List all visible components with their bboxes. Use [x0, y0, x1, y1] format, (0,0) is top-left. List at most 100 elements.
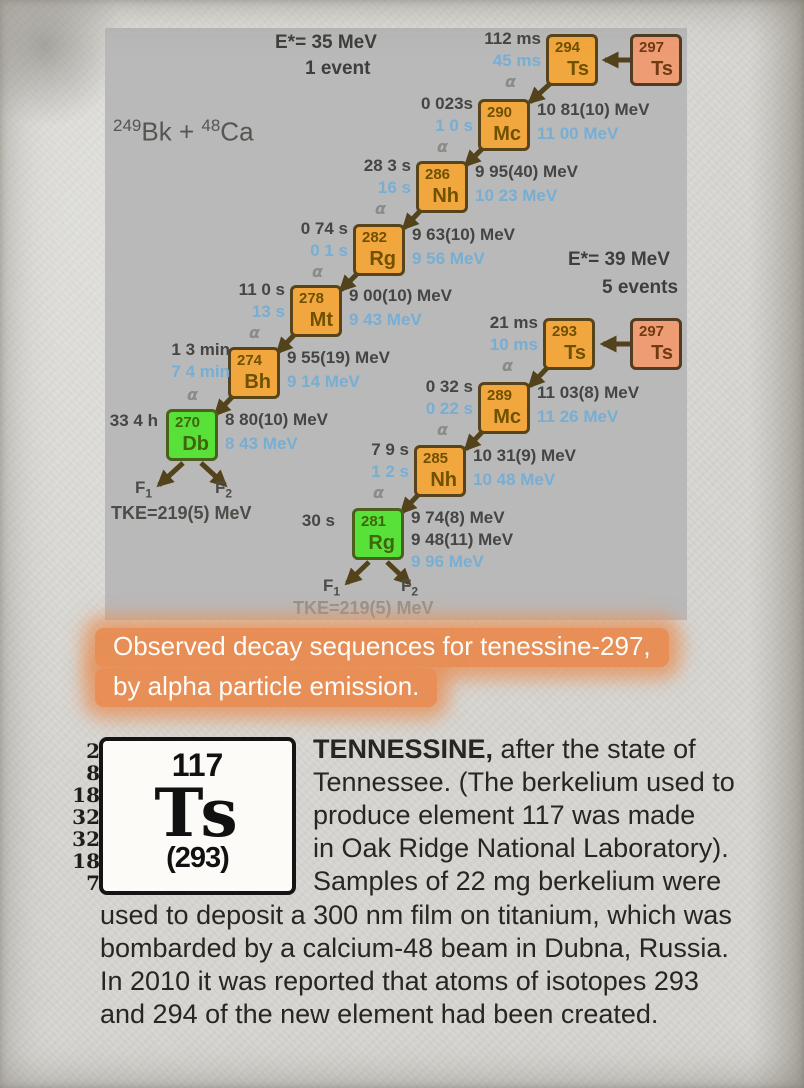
alpha-energy-predicted: 10 23 MeV [475, 186, 558, 205]
f-subscript: 2 [225, 486, 233, 501]
decay-diagram-panel: E*= 35 MeV 1 event E*= 39 MeV 5 events 2… [105, 28, 687, 620]
electron-shell-counts: 2 8 18 32 32 18 7 [62, 740, 100, 894]
alpha-energy-predicted: 9 14 MeV [287, 372, 360, 391]
isotope-box-bh-274: 274 Bh [228, 347, 280, 399]
caption-line-1: Observed decay sequences for tenessine-2… [95, 628, 669, 667]
mass-number: 293 [552, 323, 578, 340]
alpha-energy-measured: 8 80(10) MeV [225, 410, 328, 429]
paragraph-line: bombarded by a calcium-48 beam in Dubna,… [100, 933, 729, 963]
projectile-mass-superscript: 48 [201, 116, 221, 135]
alpha-energy-measured: 9 00(10) MeV [349, 286, 452, 305]
mass-number: 281 [361, 513, 387, 530]
element-symbol: Mc [493, 406, 521, 428]
f-letter: F [401, 576, 412, 595]
shell-count: 2 [86, 739, 100, 763]
paragraph-lead-line: TENNESSINE, after the state of [313, 733, 735, 766]
paragraph-line: and 294 of the new element had been crea… [100, 999, 659, 1029]
alpha-decay-icon: α [249, 323, 260, 342]
mass-number: 286 [425, 166, 451, 183]
mass-number: 278 [299, 290, 325, 307]
tke-label-chain2: TKE=219(5) MeV [293, 598, 434, 618]
atomic-mass: (293) [166, 842, 230, 874]
atomic-number: 117 [171, 747, 224, 783]
paragraph-line: In 2010 it was reported that atoms of is… [100, 966, 699, 996]
half-life-measured: 1 3 min [171, 340, 230, 359]
paragraph-right-block: TENNESSINE, after the state of Tennessee… [313, 733, 735, 898]
alpha-energy-predicted: 9 56 MeV [412, 249, 485, 268]
alpha-energy-measured: 9 63(10) MeV [412, 225, 515, 244]
alpha-energy-measured: 9 74(8) MeV [411, 508, 505, 527]
isotope-box-rg-282: 282 Rg [353, 224, 405, 276]
fission-fragment-label-f2: F2 [215, 478, 232, 500]
plus-sign: + [178, 116, 195, 147]
half-life-predicted: 7 4 min [171, 362, 230, 381]
f-subscript: 2 [411, 584, 419, 599]
element-symbol: Ts [567, 58, 589, 80]
shell-count: 8 [86, 761, 100, 785]
f-subscript: 1 [333, 584, 341, 599]
element-symbol: Rg [368, 532, 395, 554]
f-letter: F [323, 576, 334, 595]
alpha-energy-measured: 9 95(40) MeV [475, 162, 578, 181]
shell-count: 32 [72, 805, 100, 829]
half-life-measured: 33 4 h [109, 411, 158, 430]
element-symbol: Ts [651, 342, 673, 364]
f-letter: F [215, 478, 226, 497]
paragraph-line: in Oak Ridge National Laboratory). [313, 833, 729, 863]
reaction-label: 249Bk + 48Ca [113, 116, 254, 148]
alpha-decay-icon: α [505, 72, 516, 91]
alpha-decay-icon: α [373, 483, 384, 502]
chain2-energy-label: E*= 39 MeV [568, 249, 670, 270]
alpha-energy-predicted: 8 43 MeV [225, 434, 298, 453]
half-life-measured: 30 s [301, 511, 335, 530]
element-symbol: Db [182, 433, 209, 455]
half-life-measured: 28 3 s [363, 156, 411, 175]
chain1-events-label: 1 event [305, 58, 371, 79]
paragraph-lead-rest: after the state of [493, 734, 696, 764]
alpha-energy-predicted: 11 00 MeV [537, 124, 619, 143]
isotope-box-db-270: 270 Db [166, 409, 218, 461]
element-symbol-large: Ts [154, 774, 241, 852]
mass-number: 297 [639, 39, 665, 56]
shell-count: 7 [86, 871, 100, 895]
isotope-box-mt-278: 278 Mt [290, 285, 342, 337]
alpha-energy-measured: 10 81(10) MeV [537, 100, 650, 119]
caption-highlight: Observed decay sequences for tenessine-2… [95, 628, 669, 707]
half-life-predicted: 13 s [251, 302, 285, 321]
projectile-symbol: Ca [220, 116, 254, 147]
mass-number: 290 [487, 104, 513, 121]
element-symbol: Ts [564, 342, 586, 364]
alpha-decay-icon: α [502, 356, 513, 375]
shell-count: 18 [72, 849, 100, 873]
mass-number: 282 [362, 229, 388, 246]
half-life-measured: 7 9 s [371, 440, 409, 459]
alpha-energy-measured-2: 9 48(11) MeV [411, 530, 514, 549]
alpha-decay-icon: α [187, 385, 198, 404]
fission-fragment-label-f1: F1 [135, 478, 152, 500]
paragraph-line: Samples of 22 mg berkelium were [313, 866, 722, 896]
alpha-energy-predicted: 11 26 MeV [537, 407, 619, 426]
element-symbol: Nh [432, 185, 459, 207]
paragraph-line: used to deposit a 300 nm film on titaniu… [100, 900, 732, 930]
half-life-measured: 0 74 s [300, 219, 348, 238]
fission-fragment-label-f1: F1 [323, 576, 340, 598]
isotope-box-mc-290: 290 Mc [478, 99, 530, 151]
chain2-events-label: 5 events [602, 277, 679, 298]
half-life-predicted: 0 1 s [310, 241, 348, 260]
f-subscript: 1 [145, 486, 153, 501]
half-life-predicted: 0 22 s [425, 399, 473, 418]
half-life-predicted: 1 2 s [371, 462, 409, 481]
element-symbol: Mt [309, 309, 333, 331]
alpha-decay-icon: α [312, 262, 323, 281]
mass-number: 297 [639, 323, 665, 340]
mass-number: 274 [237, 352, 263, 369]
paragraph-full-block: used to deposit a 300 nm film on titaniu… [100, 899, 732, 1031]
mass-number: 289 [487, 387, 513, 404]
half-life-predicted: 10 ms [489, 335, 538, 354]
alpha-energy-predicted: 9 43 MeV [349, 310, 422, 329]
mass-number: 294 [555, 39, 581, 56]
alpha-decay-icon: α [375, 199, 386, 218]
isotope-box-ts-294: 294 Ts [546, 34, 598, 86]
chain1-energy-label: E*= 35 MeV [275, 32, 377, 53]
isotope-box-ts-293: 293 Ts [543, 318, 595, 370]
